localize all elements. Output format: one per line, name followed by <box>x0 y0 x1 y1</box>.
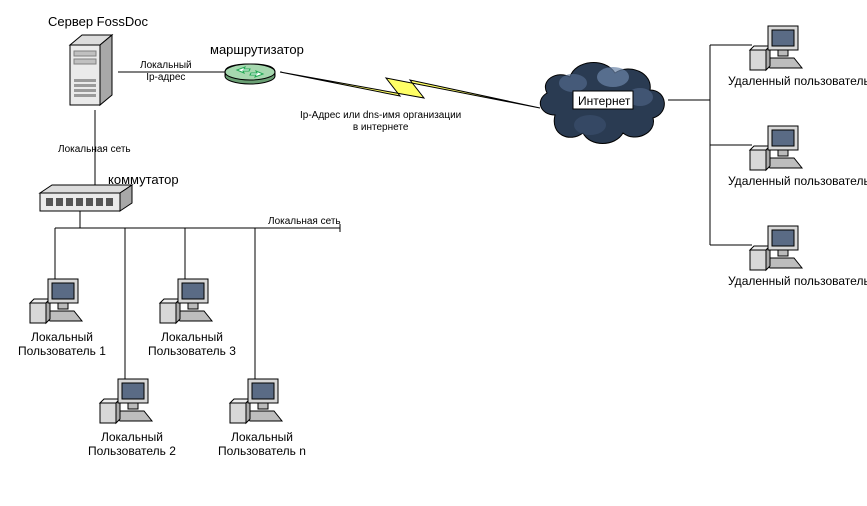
router-title-label: маршрутизатор <box>210 42 304 58</box>
internet-label: Интернет <box>578 94 630 108</box>
lan2-label: Локальная сеть <box>268 216 341 228</box>
remote-user-3-label: Удаленный пользователь <box>728 274 867 288</box>
edge-router-cloud-lightning <box>280 72 540 108</box>
server-title-label: Сервер FossDoc <box>48 14 148 30</box>
wan-text-label: Ip-Адрес или dns-имя организациив интерн… <box>300 110 461 134</box>
remote-user-1-label: Удаленный пользователь <box>728 74 867 88</box>
workstation-local-3 <box>160 279 212 323</box>
local-user-n-label: ЛокальныйПользователь n <box>218 430 306 459</box>
workstation-remote-2 <box>750 126 802 170</box>
remote-user-2-label: Удаленный пользователь <box>728 174 867 188</box>
workstation-local-2 <box>100 379 152 423</box>
workstation-local-n <box>230 379 282 423</box>
lan1-label: Локальная сеть <box>58 144 131 156</box>
switch-icon <box>40 185 132 211</box>
switch-title-label: коммутатор <box>108 172 179 188</box>
server-icon <box>70 35 112 105</box>
workstation-remote-3 <box>750 226 802 270</box>
router-icon <box>225 64 275 84</box>
workstation-remote-1 <box>750 26 802 70</box>
local-user-2-label: ЛокальныйПользователь 2 <box>88 430 176 459</box>
local-user-1-label: ЛокальныйПользователь 1 <box>18 330 106 359</box>
local-user-3-label: ЛокальныйПользователь 3 <box>148 330 236 359</box>
local-ip-label: ЛокальныйIp-адрес <box>140 60 192 84</box>
workstation-local-1 <box>30 279 82 323</box>
